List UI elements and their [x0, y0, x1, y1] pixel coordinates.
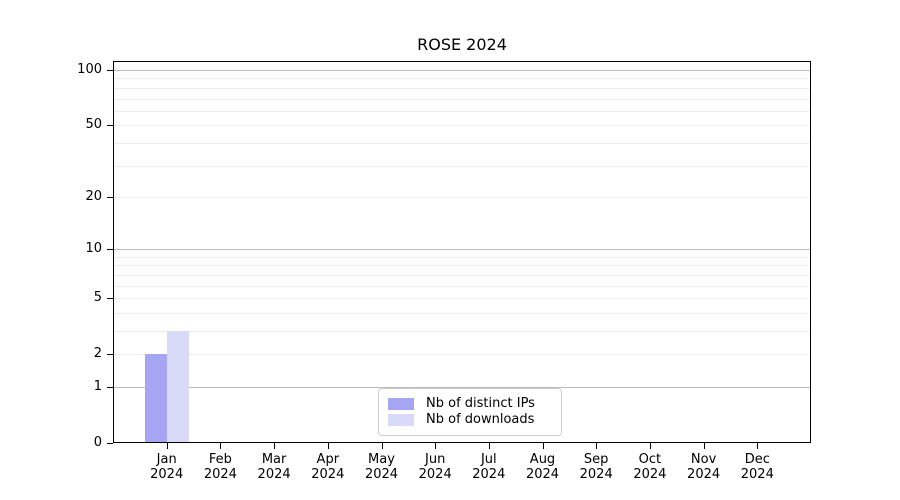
x-tick-year: 2024	[257, 467, 291, 482]
minor-gridline	[113, 165, 811, 167]
legend-row: Nb of downloads	[388, 412, 552, 428]
minor-gridline	[113, 274, 811, 276]
x-tick-mark	[327, 443, 329, 449]
x-tick-year: 2024	[740, 467, 774, 482]
y-tick-mark	[107, 125, 113, 127]
x-tick-mark	[488, 443, 490, 449]
x-tick-mark	[596, 443, 598, 449]
minor-gridline	[113, 265, 811, 267]
x-tick-label: Nov 2024	[674, 452, 734, 482]
y-tick-mark	[107, 354, 113, 356]
minor-gridline	[113, 331, 811, 332]
x-tick-year: 2024	[687, 467, 721, 482]
major-gridline	[113, 70, 811, 71]
x-tick-month: Oct	[638, 452, 662, 467]
minor-gridline	[113, 142, 811, 144]
x-tick-year: 2024	[311, 467, 345, 482]
x-tick-label: Feb 2024	[190, 452, 250, 482]
bar-downloads	[166, 331, 189, 443]
minor-gridline	[113, 298, 811, 300]
y-tick-label: 2	[93, 346, 102, 362]
y-tick-label: 20	[85, 188, 102, 204]
x-tick-month: Dec	[744, 452, 770, 467]
x-tick-month: May	[368, 452, 395, 467]
y-tick-label: 1	[93, 379, 102, 394]
major-gridline	[113, 249, 811, 251]
x-tick-label: Aug 2024	[513, 452, 573, 482]
x-tick-label: May 2024	[352, 452, 412, 482]
x-tick-month: Aug	[529, 452, 556, 467]
x-tick-label: Jul 2024	[459, 452, 519, 482]
legend-label: Nb of downloads	[426, 412, 535, 427]
legend-row: Nb of distinct IPs	[388, 396, 552, 412]
x-tick-month: Jul	[480, 452, 497, 467]
x-tick-label: Oct 2024	[620, 452, 680, 482]
y-tick-label: 100	[77, 62, 102, 77]
x-tick-month: Jun	[425, 452, 446, 467]
y-tick-label: 0	[93, 435, 102, 450]
x-tick-mark	[542, 443, 544, 449]
minor-gridline	[113, 87, 811, 89]
x-tick-month: Sep	[583, 452, 609, 467]
minor-gridline	[113, 256, 811, 258]
minor-gridline	[113, 98, 811, 100]
plot-frame	[113, 61, 811, 443]
x-tick-month: Jan	[156, 452, 177, 467]
x-tick-year: 2024	[364, 467, 399, 482]
x-tick-month: Nov	[690, 452, 717, 467]
x-tick-label: Mar 2024	[244, 452, 304, 482]
x-tick-year: 2024	[150, 467, 184, 482]
y-tick-mark	[107, 298, 113, 300]
minor-gridline	[113, 312, 811, 314]
minor-gridline	[113, 78, 811, 80]
x-tick-year: 2024	[633, 467, 667, 482]
x-tick-mark	[220, 443, 222, 449]
y-tick-label: 5	[93, 290, 102, 306]
x-tick-month: Mar	[261, 452, 287, 467]
y-tick-mark	[107, 196, 113, 198]
major-gridline	[113, 387, 811, 388]
x-tick-mark	[703, 443, 705, 449]
x-tick-label: Dec 2024	[727, 452, 787, 482]
x-tick-mark	[381, 443, 383, 449]
x-tick-mark	[649, 443, 651, 449]
x-tick-mark	[435, 443, 437, 449]
x-tick-label: Apr 2024	[298, 452, 358, 482]
y-tick-label: 10	[85, 241, 102, 257]
legend-swatch	[388, 398, 414, 410]
y-tick-mark	[107, 70, 113, 71]
x-tick-year: 2024	[418, 467, 452, 482]
y-tick-mark	[107, 443, 113, 444]
bar-distinct-ips	[144, 354, 167, 443]
minor-gridline	[113, 354, 811, 356]
y-tick-mark	[107, 387, 113, 388]
x-tick-year: 2024	[472, 467, 506, 482]
minor-gridline	[113, 285, 811, 287]
x-tick-label: Jun 2024	[405, 452, 465, 482]
x-tick-month: Apr	[316, 452, 340, 467]
x-tick-mark	[166, 443, 168, 449]
legend-swatch	[388, 414, 414, 426]
legend: Nb of distinct IPs Nb of downloads	[378, 388, 562, 436]
y-tick-mark	[107, 249, 113, 251]
x-tick-mark	[757, 443, 759, 449]
y-tick-label: 50	[85, 117, 102, 133]
x-tick-year: 2024	[579, 467, 613, 482]
chart-title: ROSE 2024	[417, 35, 507, 54]
minor-gridline	[113, 125, 811, 127]
x-tick-label: Jan 2024	[137, 452, 197, 482]
x-tick-year: 2024	[525, 467, 560, 482]
x-tick-year: 2024	[203, 467, 237, 482]
legend-label: Nb of distinct IPs	[426, 396, 535, 411]
x-tick-label: Sep 2024	[566, 452, 626, 482]
x-tick-month: Feb	[208, 452, 232, 467]
x-tick-mark	[274, 443, 276, 449]
minor-gridline	[113, 196, 811, 198]
minor-gridline	[113, 110, 811, 112]
